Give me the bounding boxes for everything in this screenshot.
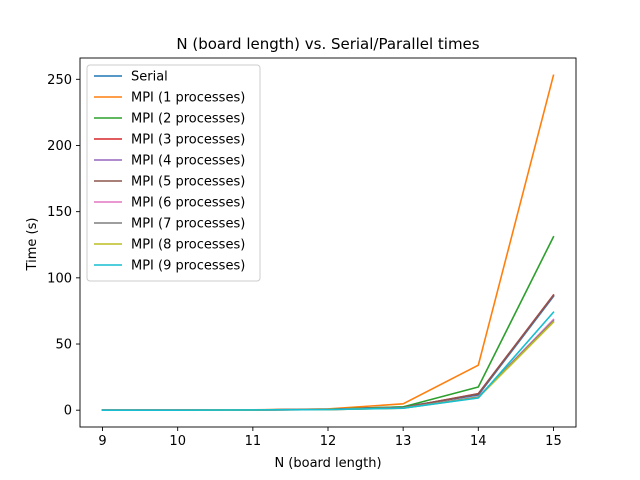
x-tick-label: 13	[395, 434, 412, 449]
x-tick-label: 14	[470, 434, 487, 449]
legend-label-1: MPI (1 processes)	[131, 91, 245, 106]
legend-label-8: MPI (8 processes)	[131, 238, 245, 253]
y-tick-label: 100	[47, 271, 72, 286]
y-axis-label: Time (s)	[25, 218, 40, 272]
x-tick-label: 11	[245, 434, 262, 449]
legend-label-3: MPI (3 processes)	[131, 133, 245, 148]
legend-label-2: MPI (2 processes)	[131, 112, 245, 127]
legend-box	[86, 64, 261, 282]
x-tick-label: 12	[320, 434, 337, 449]
legend-label-9: MPI (9 processes)	[131, 259, 245, 274]
y-tick-label: 0	[64, 404, 72, 419]
x-tick-label: 10	[169, 434, 186, 449]
y-tick-label: 150	[47, 205, 72, 220]
legend-label-7: MPI (7 processes)	[131, 217, 245, 232]
legend-label-6: MPI (6 processes)	[131, 196, 245, 211]
x-tick-label: 9	[98, 434, 106, 449]
y-tick-label: 50	[55, 338, 72, 353]
legend-label-4: MPI (4 processes)	[131, 154, 245, 169]
chart-title: N (board length) vs. Serial/Parallel tim…	[176, 35, 479, 53]
x-axis-label: N (board length)	[274, 456, 381, 471]
x-tick-label: 15	[545, 434, 562, 449]
legend: Serial MPI (1 processes) MPI (2 processes)…	[86, 64, 261, 282]
series-line-9	[101, 311, 555, 411]
legend-label-0: Serial	[131, 70, 168, 85]
y-tick-label: 250	[47, 73, 72, 88]
legend-label-5: MPI (5 processes)	[131, 175, 245, 190]
y-tick-label: 200	[47, 139, 72, 154]
